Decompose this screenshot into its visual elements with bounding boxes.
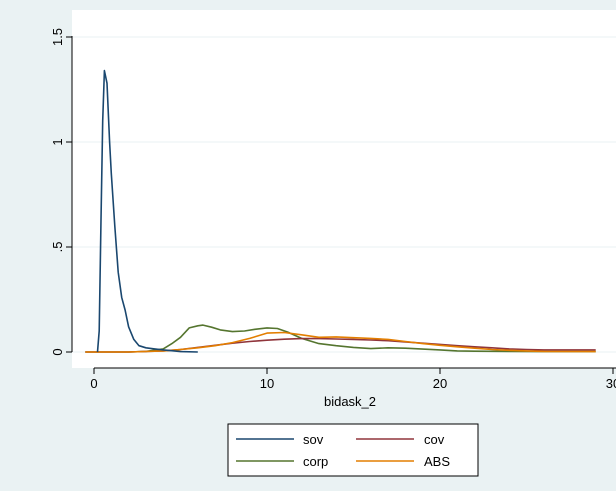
x-tick-label: 20: [433, 376, 447, 391]
series-line-abs: [85, 331, 596, 353]
series-lines: [85, 69, 596, 353]
series-line-sov: [96, 69, 198, 353]
legend-label-abs: ABS: [424, 454, 450, 469]
y-tick-label: 1.5: [50, 28, 65, 46]
legend-label-corp: corp: [303, 454, 328, 469]
y-tick-label: 1: [50, 138, 65, 145]
series-line-corp: [85, 324, 596, 353]
x-axis-title: bidask_2: [324, 394, 376, 409]
legend: sov cov corp ABS: [227, 423, 479, 477]
legend-label-sov: sov: [303, 432, 324, 447]
plot-background: [72, 10, 616, 368]
legend-label-cov: cov: [424, 432, 445, 447]
axes: 0 .5 1 1.5 0 10 20 30: [50, 28, 616, 391]
x-tick-label: 0: [90, 376, 97, 391]
y-tick-label: .5: [50, 242, 65, 253]
x-tick-label: 10: [260, 376, 274, 391]
x-tick-label: 30: [606, 376, 616, 391]
legend-box: [227, 423, 479, 477]
y-tick-label: 0: [50, 348, 65, 355]
